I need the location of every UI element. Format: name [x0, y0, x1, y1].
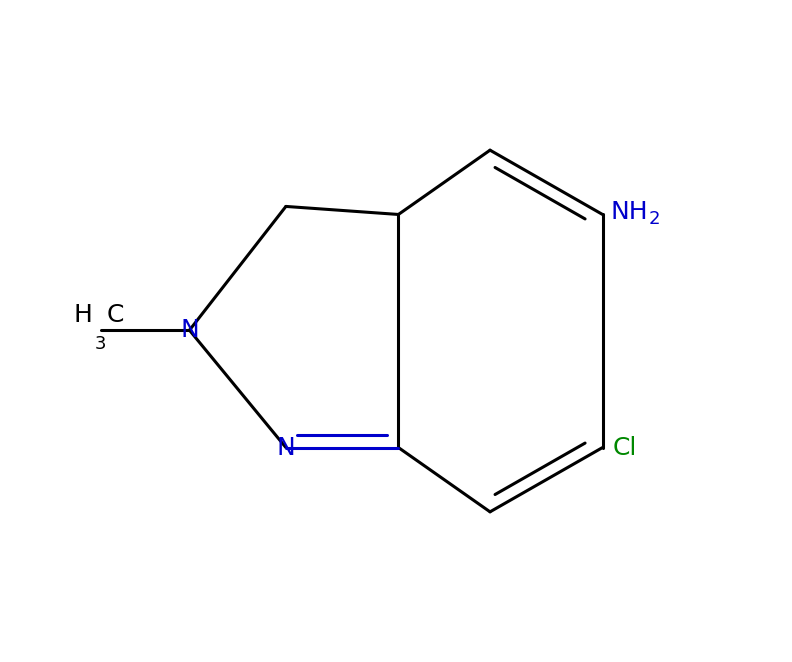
Text: N: N: [180, 318, 199, 342]
Text: Cl: Cl: [613, 436, 638, 459]
Text: NH: NH: [611, 201, 649, 224]
Text: 2: 2: [649, 210, 660, 228]
Text: 3: 3: [94, 336, 106, 354]
Text: N: N: [276, 436, 295, 459]
Text: C: C: [107, 303, 124, 327]
Text: H: H: [74, 303, 93, 327]
